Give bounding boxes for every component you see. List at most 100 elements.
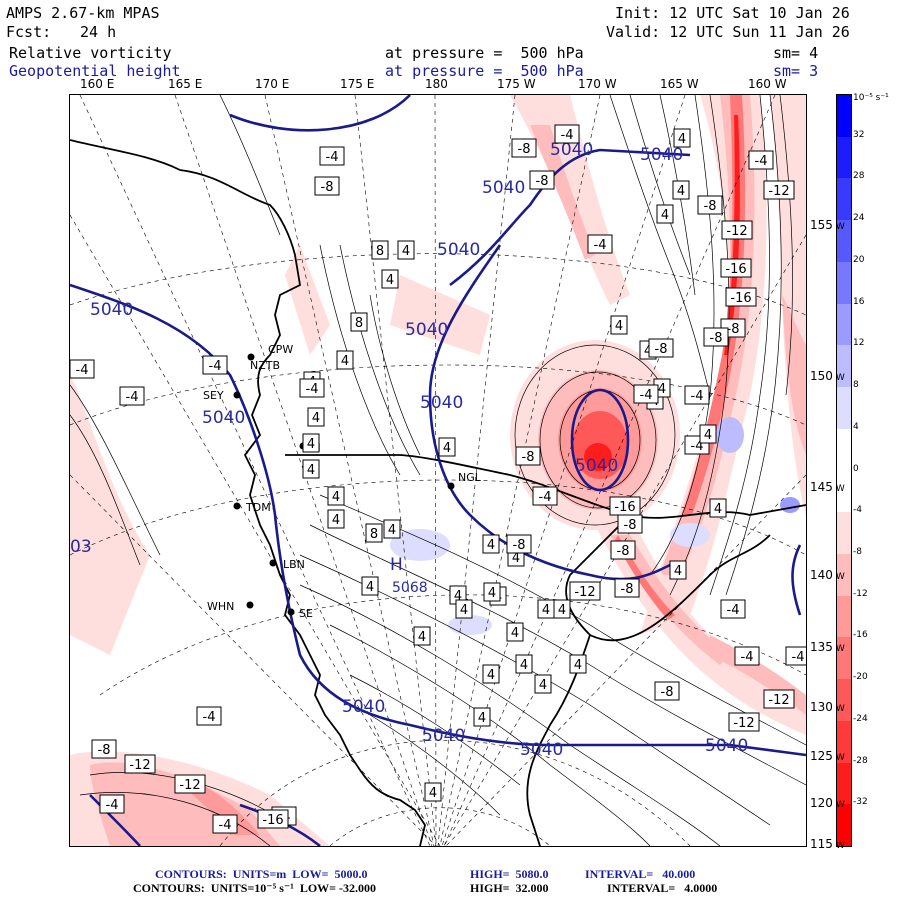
model-title: AMPS 2.67-km MPAS (6, 4, 160, 22)
vorticity-tag-value: -4 (126, 390, 139, 405)
vorticity-tag-value: 4 (307, 437, 315, 452)
vorticity-tag-value: 4 (386, 273, 394, 288)
vorticity-tag: 4 (383, 519, 401, 539)
vorticity-tag: 4 (361, 576, 379, 596)
valid-time: Valid: 12 UTC Sun 11 Jan 26 (606, 23, 850, 41)
field2-name: Geopotential height (9, 62, 181, 80)
vorticity-tag-value: 4 (312, 411, 320, 426)
svg-text:NZTB: NZTB (250, 359, 280, 372)
vorticity-tag-value: -8 (661, 685, 674, 700)
latitude-label: 130 W (810, 700, 845, 714)
vorticity-tag: -12 (721, 220, 753, 240)
vorticity-tag: -8 (703, 327, 729, 347)
vorticity-tag: -12 (124, 754, 156, 774)
colorbar-segment (837, 720, 851, 764)
field1-pressure: at pressure = 500 hPa (385, 44, 584, 62)
colorbar-segment (837, 470, 851, 513)
vorticity-tag: 4 (669, 560, 687, 580)
colorbar-segment (837, 345, 851, 388)
vorticity-tag: -4 (785, 646, 806, 666)
vorticity-tag: 4 (483, 582, 501, 602)
longitude-label: 175 E (340, 77, 375, 91)
vorticity-tag: 4 (397, 240, 415, 260)
latitude-label: 120 W (810, 796, 845, 810)
height-label: 5040 (575, 456, 618, 476)
longitude-label: 160 W (748, 77, 787, 91)
vorticity-tag: -8 (314, 176, 340, 196)
forecast-value: 24 h (80, 23, 117, 41)
colorbar-segment (837, 679, 851, 722)
colorbar-tick-label: -32 (853, 797, 868, 808)
edge-label: 03 (70, 537, 92, 557)
vorticity-tag-value: -8 (617, 544, 630, 559)
latitude-label: 135 W (810, 640, 845, 654)
vorticity-tag-value: 4 (307, 463, 315, 478)
vorticity-tag-value: 4 (542, 603, 550, 618)
footer-vort-high: HIGH= 32.000 (470, 881, 549, 895)
stations: CPW NZTB SEY BI TDM LBN WHN SE NGL (203, 343, 482, 620)
colorbar-segment (837, 178, 851, 221)
vorticity-tag: 4 (699, 424, 717, 444)
vorticity-tag: 4 (473, 707, 491, 727)
vorticity-tag-value: 4 (366, 580, 374, 595)
vorticity-tag-value: 4 (454, 589, 462, 604)
colorbar-tick-label: 0 (853, 463, 859, 474)
footer-vort-interval: INTERVAL= 4.0000 (607, 881, 718, 895)
vorticity-tag-value: 4 (488, 586, 496, 601)
vorticity-tag-value: -16 (730, 291, 751, 306)
height-label: 5040 (90, 300, 133, 320)
colorbar-segment (837, 95, 851, 138)
longitude-label: 170 W (578, 77, 617, 91)
vorticity-tag-value: 4 (539, 678, 547, 693)
vorticity-tag: -4 (720, 599, 746, 619)
colorbar-segment (837, 220, 851, 263)
field1-name: Relative vorticity (9, 44, 172, 62)
colorbar-segment (837, 428, 851, 471)
vorticity-tag: -8 (515, 446, 541, 466)
vorticity-tag: 4 (610, 315, 628, 335)
vorticity-tag-value: -8 (513, 538, 526, 553)
vorticity-tag: 4 (673, 128, 691, 148)
vorticity-tag-value: 4 (674, 564, 682, 579)
vorticity-tag: -8 (648, 338, 674, 358)
colorbar-tick-label: 8 (853, 380, 859, 391)
colorbar-segment (837, 512, 851, 555)
vorticity-tag-value: 4 (402, 244, 410, 259)
vorticity-tag: -16 (257, 809, 289, 829)
svg-text:CPW: CPW (268, 343, 293, 356)
map-panel: 5040 5040 5040 5040 5040 5040 5040 5040 … (69, 94, 807, 847)
vorticity-tag-value: -8 (98, 743, 111, 758)
vorticity-tag: -4 (554, 124, 580, 144)
vorticity-tag-value: 4 (678, 132, 686, 147)
vorticity-tag-value: -8 (518, 142, 531, 157)
forecast-label: Fcst: (6, 23, 52, 41)
field2-smoothing: sm= 3 (773, 62, 819, 80)
vorticity-tag-value: -4 (106, 798, 119, 813)
vorticity-tag: -16 (725, 287, 757, 307)
colorbar-segment (837, 387, 851, 430)
vorticity-tag: -8 (506, 534, 532, 554)
svg-text:NGL: NGL (458, 471, 482, 484)
vorticity-tag: 4 (537, 599, 555, 619)
vorticity-tag-value: 4 (511, 626, 519, 641)
vorticity-tag: -16 (609, 496, 641, 516)
vorticity-tag-value: -8 (704, 199, 717, 214)
vorticity-tag: 4 (302, 459, 320, 479)
vorticity-tag: 4 (302, 433, 320, 453)
vorticity-tag-value: -4 (326, 150, 339, 165)
vorticity-tag-value: 4 (512, 551, 520, 566)
vorticity-tag-value: 4 (443, 441, 451, 456)
vorticity-tag: -12 (728, 712, 760, 732)
vorticity-tag: 8 (371, 240, 389, 260)
colorbar-segment (837, 595, 851, 638)
vorticity-tag: -16 (720, 258, 752, 278)
vorticity-tag: -4 (684, 385, 710, 405)
latitude-label: 125 W (810, 749, 845, 763)
vorticity-tag: -4 (319, 146, 345, 166)
vorticity-tag: -4 (212, 814, 238, 834)
vorticity-tag: -12 (174, 774, 206, 794)
footer-height-contours: CONTOURS: UNITS=m LOW= 5000.0 (155, 867, 368, 881)
vorticity-tag: -8 (511, 138, 537, 158)
height-label: 5040 (342, 697, 385, 717)
longitude-label: 170 E (255, 77, 290, 91)
